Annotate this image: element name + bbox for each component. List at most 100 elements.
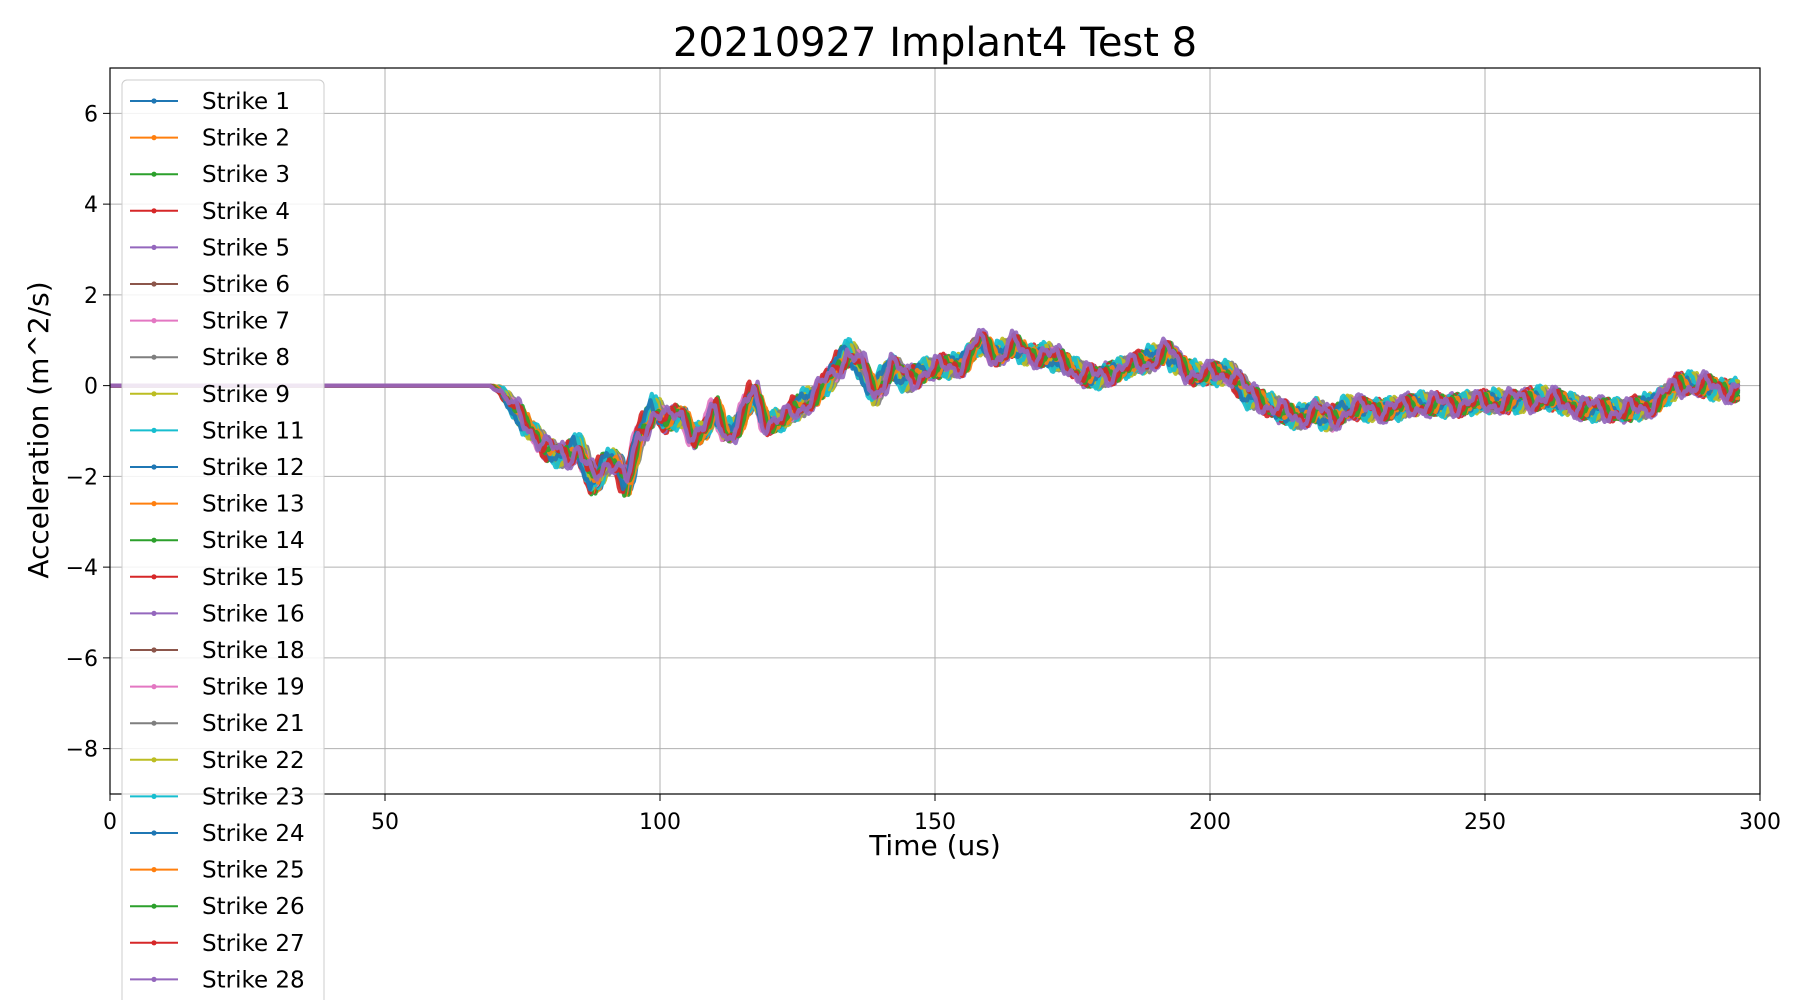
legend-entry: Strike 3: [130, 162, 290, 188]
x-tick-label: 150: [914, 810, 956, 835]
legend-label: Strike 19: [202, 675, 305, 701]
legend-entry: Strike 19: [130, 675, 305, 701]
series-group: [110, 327, 1741, 498]
legend-marker: [151, 244, 157, 250]
legend-marker: [151, 720, 157, 726]
legend-marker: [151, 903, 157, 909]
legend-entry: Strike 25: [130, 858, 305, 884]
legend-entry: Strike 13: [130, 492, 305, 518]
x-tick-label: 250: [1464, 810, 1506, 835]
legend-entry: Strike 7: [130, 309, 290, 335]
legend-entry: Strike 21: [130, 711, 305, 737]
legend-entry: Strike 26: [130, 894, 305, 920]
legend-label: Strike 15: [202, 565, 305, 591]
legend-entry: Strike 11: [130, 418, 305, 444]
legend-entry: Strike 6: [130, 272, 290, 298]
legend-marker: [151, 940, 157, 946]
y-tick-label: −8: [66, 738, 98, 763]
x-tick-label: 300: [1739, 810, 1781, 835]
legend-label: Strike 14: [202, 528, 305, 554]
legend-label: Strike 26: [202, 894, 305, 920]
legend-marker: [151, 793, 157, 800]
legend-entry: Strike 15: [130, 565, 305, 591]
legend-label: Strike 6: [202, 272, 290, 298]
grid: [109, 68, 1761, 794]
legend-entry: Strike 23: [130, 784, 305, 810]
legend-marker: [151, 171, 157, 177]
legend-label: Strike 12: [202, 455, 305, 481]
legend-entry: Strike 28: [130, 967, 305, 993]
legend-marker: [151, 281, 157, 287]
legend-label: Strike 16: [202, 601, 305, 627]
legend-label: Strike 1: [202, 89, 290, 115]
x-tick-label: 0: [103, 810, 117, 835]
legend-marker: [151, 867, 157, 873]
legend-marker: [151, 208, 157, 214]
legend-entry: Strike 4: [130, 199, 290, 225]
legend-label: Strike 28: [202, 967, 305, 993]
legend-marker: [151, 976, 157, 983]
legend-marker: [151, 684, 157, 690]
x-tick-label: 200: [1189, 810, 1231, 835]
legend-label: Strike 2: [202, 126, 290, 152]
legend-entry: Strike 8: [130, 345, 290, 371]
legend-label: Strike 9: [202, 382, 290, 408]
legend-label: Strike 7: [202, 309, 290, 335]
legend-marker: [151, 757, 157, 763]
legend-label: Strike 22: [202, 748, 305, 774]
x-tick-label: 100: [639, 810, 681, 835]
legend-entry: Strike 5: [130, 235, 290, 261]
legend-label: Strike 18: [202, 638, 305, 664]
legend-entry: Strike 12: [130, 455, 305, 481]
y-tick-label: −2: [66, 465, 98, 490]
legend-label: Strike 8: [202, 345, 290, 371]
legend-entry: Strike 18: [130, 638, 305, 664]
y-tick-label: −6: [66, 647, 98, 672]
legend-marker: [151, 647, 157, 653]
legend-entry: Strike 9: [130, 382, 290, 408]
y-tick-label: −4: [66, 556, 98, 581]
y-tick-label: 2: [84, 284, 98, 309]
legend-marker: [151, 427, 157, 433]
legend-marker: [151, 830, 157, 836]
legend-entry: Strike 1: [130, 89, 290, 115]
legend-marker: [151, 354, 157, 360]
legend-marker: [151, 135, 157, 141]
chart-title: 20210927 Implant4 Test 8: [673, 20, 1197, 66]
x-axis-label: Time (us): [868, 829, 1001, 862]
legend-marker: [151, 391, 157, 397]
legend-marker: [151, 464, 157, 470]
legend-marker: [151, 574, 157, 580]
legend-label: Strike 23: [202, 784, 305, 810]
legend-entry: Strike 27: [130, 931, 305, 957]
legend-label: Strike 21: [202, 711, 305, 737]
legend-marker: [151, 98, 157, 104]
legend-label: Strike 25: [202, 858, 305, 884]
legend-marker: [151, 501, 157, 507]
y-tick-label: 0: [84, 375, 98, 400]
legend-entry: Strike 16: [130, 601, 305, 627]
legend-label: Strike 11: [202, 418, 305, 444]
y-axis-label: Acceleration (m^2/s): [22, 281, 55, 578]
legend-box: [121, 79, 325, 1000]
legend-label: Strike 5: [202, 235, 290, 261]
series-line: [110, 327, 1741, 484]
axis-ticks: 0 50 100 150 200 250 300 −8 −6 −4 −2 0 2 4 6: [66, 102, 1781, 835]
legend-entry: Strike 2: [130, 126, 290, 152]
y-tick-label: 4: [84, 193, 98, 218]
legend-label: Strike 24: [202, 821, 305, 847]
legend-label: Strike 4: [202, 199, 290, 225]
legend-entry: Strike 22: [130, 748, 305, 774]
x-tick-label: 50: [371, 810, 399, 835]
legend-marker: [151, 537, 157, 543]
legend-label: Strike 27: [202, 931, 305, 957]
legend: Strike 1 Strike 2 Strike 3 Strike 4 Strike 5…: [121, 79, 325, 1000]
legend-marker: [151, 318, 157, 324]
legend-entry: Strike 24: [130, 821, 305, 847]
legend-marker: [151, 610, 157, 617]
y-tick-label: 6: [84, 102, 98, 127]
legend-entry: Strike 14: [130, 528, 305, 554]
legend-label: Strike 3: [202, 162, 290, 188]
